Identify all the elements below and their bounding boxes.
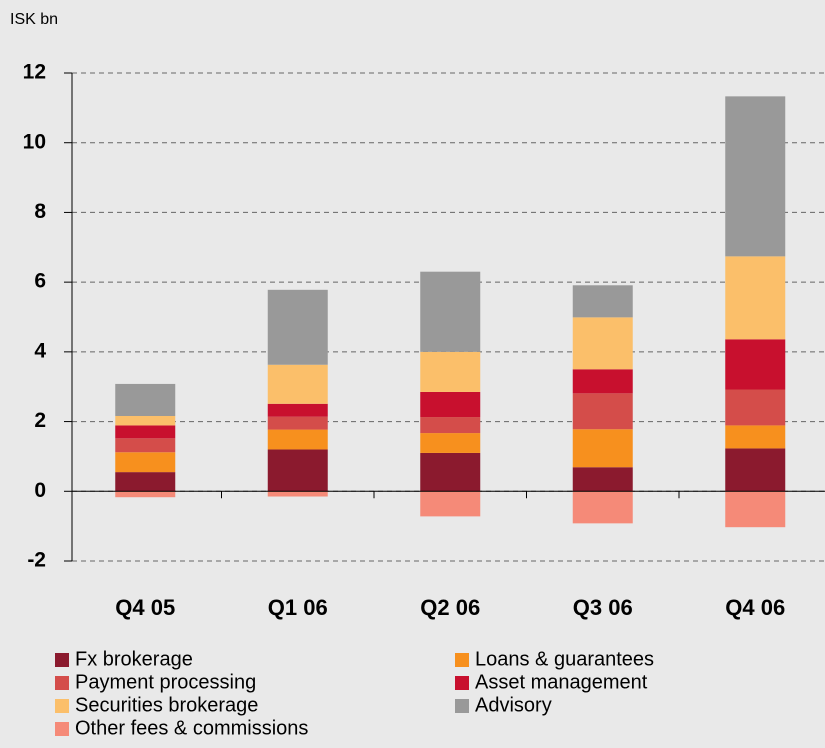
legend-swatch [55, 676, 69, 690]
bar-segment [115, 425, 176, 439]
bar-segment [725, 256, 786, 340]
bar-segment [725, 339, 786, 390]
y-tick-label: 4 [34, 339, 46, 362]
bar-segment [725, 389, 786, 426]
bar-segment [572, 285, 633, 318]
bar-segment [725, 425, 786, 449]
bar-segment [115, 438, 176, 453]
bar-segment [420, 491, 481, 517]
y-tick-label: 6 [34, 270, 46, 293]
legend-label: Securities brokerage [75, 694, 258, 716]
x-tick-label: Q2 06 [420, 595, 480, 620]
legend-swatch [455, 653, 469, 667]
x-tick-label: Q3 06 [573, 595, 633, 620]
bar-segment [420, 271, 481, 352]
legend-label: Advisory [475, 694, 552, 716]
y-tick-label: 8 [34, 200, 46, 223]
legend-swatch [55, 722, 69, 736]
legend-swatch [455, 699, 469, 713]
bar-segment [115, 472, 176, 492]
bar-segment [115, 491, 176, 498]
bar-segment [420, 391, 481, 418]
bar-segment [267, 449, 328, 492]
y-tick-label: 12 [23, 61, 46, 84]
bar-segment [267, 403, 328, 417]
bar-segment [572, 491, 633, 524]
legend-swatch [55, 699, 69, 713]
bar-segment [115, 452, 176, 473]
bar-segment [267, 364, 328, 404]
bar-segment [572, 467, 633, 492]
bar-segment [572, 369, 633, 394]
bar-segment [267, 491, 328, 497]
y-tick-label: 10 [23, 130, 46, 153]
legend-label: Fx brokerage [75, 648, 193, 670]
bar-segment [572, 429, 633, 468]
bar-segment [725, 491, 786, 528]
legend-swatch [55, 653, 69, 667]
y-tick-label: 0 [34, 479, 46, 502]
bar-segment [420, 417, 481, 434]
legend-label: Payment processing [75, 671, 256, 693]
x-tick-label: Q4 06 [725, 595, 785, 620]
bar-segment [115, 383, 176, 416]
bar-segment [420, 433, 481, 453]
legend-label: Loans & guarantees [475, 648, 654, 670]
bar-segment [725, 448, 786, 492]
legend-label: Asset management [475, 671, 648, 693]
bar-segment [115, 415, 176, 426]
bar-segment [267, 289, 328, 365]
bar-segment [572, 393, 633, 430]
x-tick-label: Q1 06 [268, 595, 328, 620]
y-tick-label: -2 [27, 549, 46, 572]
x-tick-label: Q4 05 [115, 595, 175, 620]
legend-label: Other fees & commissions [75, 717, 308, 739]
bar-segment [420, 351, 481, 392]
bar-segment [420, 452, 481, 492]
bar-segment [267, 429, 328, 450]
legend-swatch [455, 676, 469, 690]
bar-segment [572, 317, 633, 370]
y-tick-label: 2 [34, 409, 46, 432]
y-axis-label: ISK bn [10, 11, 58, 28]
bar-segment [267, 416, 328, 430]
bar-segment [725, 96, 786, 257]
